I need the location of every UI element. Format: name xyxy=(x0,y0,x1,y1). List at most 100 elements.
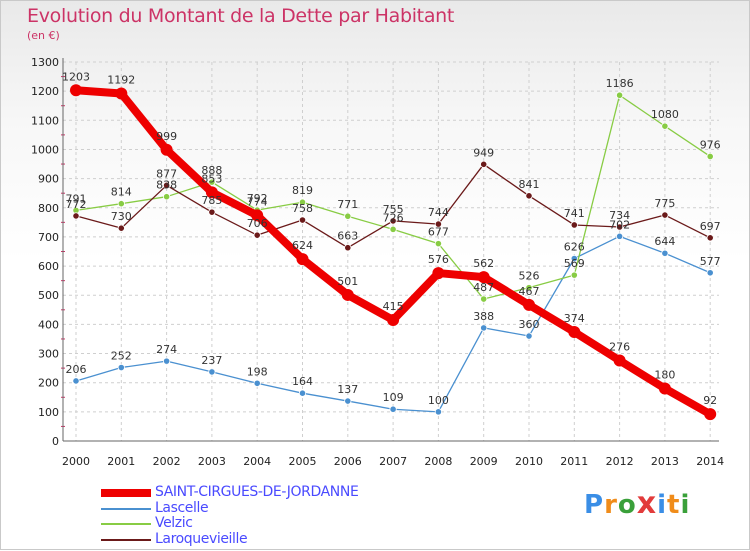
data-point xyxy=(615,232,624,240)
data-label: 772 xyxy=(66,198,87,211)
logo-letter: x xyxy=(636,486,658,521)
legend-label: SAINT-CIRGUES-DE-JORDANNE xyxy=(155,484,359,500)
data-label: 109 xyxy=(383,391,404,404)
x-tick-label: 2004 xyxy=(243,455,271,468)
data-label: 814 xyxy=(111,186,132,199)
x-tick-label: 2007 xyxy=(379,455,407,468)
data-label: 274 xyxy=(156,343,177,356)
data-point xyxy=(389,405,397,413)
data-point xyxy=(72,212,80,220)
logo-letter: P xyxy=(584,490,605,520)
data-point xyxy=(298,389,307,397)
data-point xyxy=(568,325,581,338)
data-point xyxy=(661,122,669,130)
data-label: 758 xyxy=(292,202,313,215)
x-tick-label: 2009 xyxy=(470,455,498,468)
data-point xyxy=(615,91,624,99)
data-label: 838 xyxy=(156,179,177,192)
x-tick-label: 2005 xyxy=(289,455,317,468)
x-tick-label: 2014 xyxy=(696,455,724,468)
data-label: 388 xyxy=(473,310,494,323)
grid xyxy=(63,61,719,442)
data-point xyxy=(117,363,125,372)
data-point xyxy=(661,211,669,219)
x-tick-label: 2010 xyxy=(515,455,543,468)
series-lines xyxy=(70,84,717,421)
data-point xyxy=(253,379,261,387)
data-label: 877 xyxy=(156,167,177,180)
chart-title: Evolution du Montant de la Dette par Hab… xyxy=(27,5,455,27)
data-label: 677 xyxy=(428,226,449,239)
y-tick-label: 400 xyxy=(38,318,59,331)
data-point xyxy=(117,200,125,208)
legend-item: SAINT-CIRGUES-DE-JORDANNE xyxy=(101,484,421,501)
data-label: 853 xyxy=(201,172,222,185)
data-label: 771 xyxy=(337,198,358,211)
data-label: 562 xyxy=(473,257,494,270)
data-label: 626 xyxy=(564,240,585,253)
data-label: 755 xyxy=(383,203,404,216)
y-tick-label: 500 xyxy=(38,289,59,302)
y-tick-label: 1100 xyxy=(31,114,59,127)
data-point xyxy=(706,269,714,277)
data-label: 976 xyxy=(700,138,721,151)
data-label: 841 xyxy=(519,178,540,191)
data-label: 374 xyxy=(564,312,585,325)
axes: 0 100 200 300 400 500 600 700 800 900 1000 1100 1200… xyxy=(31,56,724,468)
data-label: 819 xyxy=(292,184,313,197)
data-point xyxy=(344,244,352,252)
data-label: 702 xyxy=(609,218,630,231)
data-point xyxy=(706,234,714,242)
x-tick-label: 2008 xyxy=(424,455,452,468)
x-tick-label: 2003 xyxy=(198,455,226,468)
data-point xyxy=(658,382,671,395)
legend-item: Velzic xyxy=(101,515,421,532)
data-label: 726 xyxy=(383,211,404,224)
data-label: 624 xyxy=(292,239,313,252)
data-label: 237 xyxy=(201,354,222,367)
data-point xyxy=(525,192,533,200)
data-point xyxy=(251,209,264,222)
legend-label: Velzic xyxy=(155,515,193,531)
data-label: 569 xyxy=(564,257,585,270)
data-label: 785 xyxy=(201,194,222,207)
data-label: 526 xyxy=(519,270,540,283)
data-point xyxy=(615,223,624,231)
data-point xyxy=(525,332,533,340)
data-point xyxy=(160,143,173,156)
logo-letter: o xyxy=(617,490,637,520)
y-tick-label: 1200 xyxy=(31,85,59,98)
data-point xyxy=(208,208,216,216)
legend-item: Laroquevieille xyxy=(101,530,421,548)
x-tick-label: 2006 xyxy=(334,455,362,468)
x-tick-label: 2002 xyxy=(153,455,181,468)
data-point xyxy=(298,216,307,224)
data-point xyxy=(208,368,216,376)
data-label: 888 xyxy=(201,164,222,177)
data-label: 1080 xyxy=(651,108,679,121)
data-point xyxy=(298,198,307,206)
data-label: 741 xyxy=(564,207,585,220)
legend-swatch xyxy=(101,489,151,497)
x-tick-label: 2011 xyxy=(560,455,588,468)
data-point xyxy=(523,298,535,311)
data-point xyxy=(570,221,578,229)
data-label: 487 xyxy=(473,281,494,294)
data-point xyxy=(163,193,171,201)
data-label: 663 xyxy=(337,230,358,243)
data-point xyxy=(570,271,578,279)
y-tick-label: 900 xyxy=(38,173,59,186)
data-point xyxy=(432,267,445,280)
data-label: 180 xyxy=(654,369,675,382)
legend-label: Laroquevieille xyxy=(155,530,248,547)
data-point xyxy=(704,408,717,421)
data-point xyxy=(434,240,442,248)
y-tick-label: 800 xyxy=(38,202,59,215)
y-tick-label: 1000 xyxy=(31,143,59,156)
logo-letter: r xyxy=(604,490,618,520)
x-tick-label: 2013 xyxy=(651,455,679,468)
y-tick-label: 1300 xyxy=(31,56,59,69)
data-label: 706 xyxy=(247,217,268,230)
y-tick-label: 200 xyxy=(38,377,59,390)
